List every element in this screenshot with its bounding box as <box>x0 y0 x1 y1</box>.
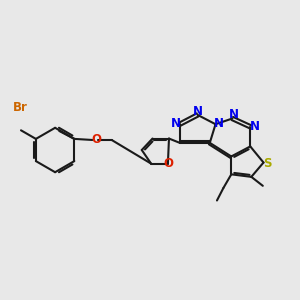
Text: N: N <box>193 105 202 118</box>
Text: N: N <box>214 117 224 130</box>
Text: N: N <box>250 119 260 133</box>
Text: O: O <box>91 134 101 146</box>
Text: S: S <box>264 157 272 170</box>
Text: N: N <box>229 108 239 122</box>
Text: Br: Br <box>13 101 27 114</box>
Text: N: N <box>170 117 180 130</box>
Text: O: O <box>163 157 173 170</box>
